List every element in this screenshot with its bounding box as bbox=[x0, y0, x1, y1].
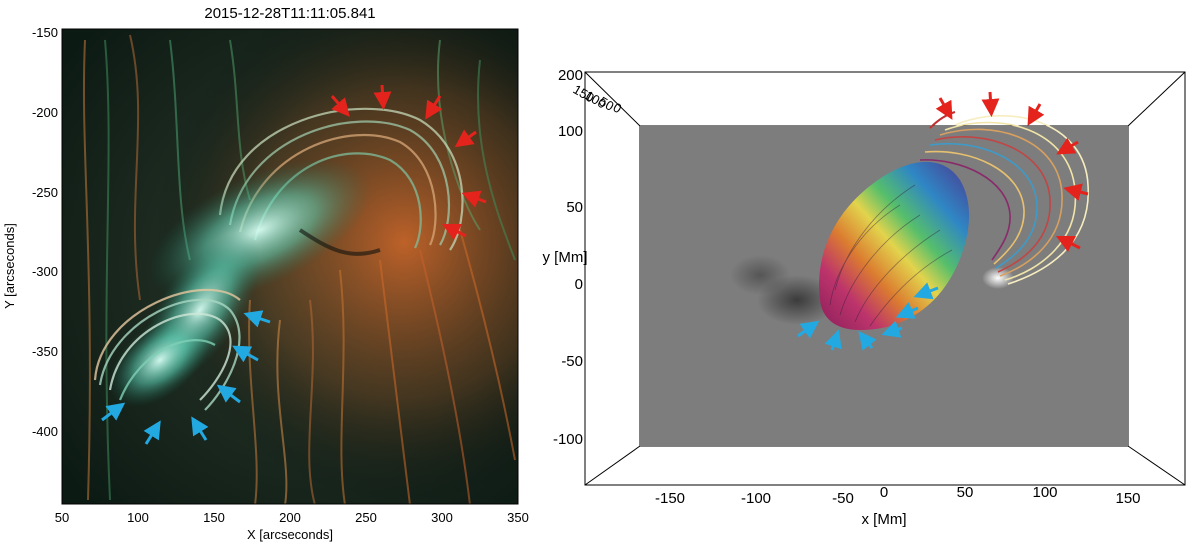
right-z-tick: 50 bbox=[597, 94, 617, 114]
right-y-tick: 50 bbox=[566, 199, 583, 216]
red-arrow bbox=[454, 129, 477, 148]
red-arrow bbox=[935, 97, 953, 120]
left-x-tick: 150 bbox=[203, 510, 225, 525]
red-arrow bbox=[1027, 103, 1045, 126]
right-z-ticks: 150 100 50 0 bbox=[571, 82, 625, 117]
left-y-tick: -350 bbox=[32, 344, 58, 359]
left-x-tick: 100 bbox=[127, 510, 149, 525]
blue-arrow bbox=[232, 345, 259, 363]
left-x-tick: 50 bbox=[55, 510, 69, 525]
right-red-arrows bbox=[935, 91, 1089, 253]
right-y-tick: 100 bbox=[558, 123, 583, 140]
red-arrow bbox=[425, 95, 443, 120]
right-x-tick: 150 bbox=[1115, 490, 1140, 507]
left-x-tick: 350 bbox=[507, 510, 529, 525]
left-x-ticks: 50 100 150 200 250 300 350 bbox=[55, 510, 529, 525]
blue-arrow bbox=[191, 416, 209, 441]
red-arrow bbox=[1055, 235, 1081, 253]
red-arrow bbox=[330, 95, 350, 117]
left-y-tick: -400 bbox=[32, 424, 58, 439]
blue-arrow bbox=[797, 320, 820, 339]
left-x-tick: 200 bbox=[279, 510, 301, 525]
left-y-tick: -200 bbox=[32, 105, 58, 120]
right-x-tick: 100 bbox=[1032, 484, 1057, 501]
blue-arrow bbox=[101, 402, 126, 422]
left-red-arrows bbox=[330, 84, 487, 241]
right-x-label: x [Mm] bbox=[862, 511, 907, 528]
blue-arrow bbox=[143, 420, 161, 445]
blue-arrow bbox=[913, 282, 939, 300]
red-arrow bbox=[373, 84, 392, 110]
red-arrow bbox=[1056, 137, 1079, 155]
right-blue-arrows bbox=[797, 282, 939, 351]
left-x-tick: 300 bbox=[431, 510, 453, 525]
blue-arrow bbox=[824, 329, 842, 351]
left-blue-arrows bbox=[101, 310, 271, 445]
red-arrow bbox=[461, 190, 487, 208]
right-x-tick: -100 bbox=[741, 490, 771, 507]
right-y-tick: 200 bbox=[558, 67, 583, 84]
right-y-tick: -100 bbox=[553, 431, 583, 448]
left-x-label: X [arcseconds] bbox=[247, 527, 333, 542]
left-title: 2015-12-28T11:11:05.841 bbox=[204, 5, 375, 22]
right-y-tick: 0 bbox=[575, 276, 583, 293]
right-x-ticks: -150 -100 -50 0 50 100 150 bbox=[655, 484, 1141, 507]
right-x-tick: 0 bbox=[880, 484, 888, 501]
right-x-tick: -50 bbox=[832, 490, 854, 507]
left-plot-frame bbox=[61, 28, 519, 505]
left-x-tick: 250 bbox=[355, 510, 377, 525]
blue-arrow bbox=[895, 302, 919, 319]
left-panel: 2015-12-28T11:11:05.841 bbox=[2, 5, 529, 542]
left-y-ticks: -150 -200 -250 -300 -350 -400 bbox=[32, 25, 58, 439]
left-y-tick: -150 bbox=[32, 25, 58, 40]
left-y-tick: -300 bbox=[32, 264, 58, 279]
right-x-tick: 50 bbox=[957, 484, 974, 501]
blue-arrow bbox=[216, 384, 241, 404]
right-panel: 200 100 50 0 -50 -100 y [Mm] 150 100 50 … bbox=[543, 67, 1186, 528]
left-y-label: Y [arcseconds] bbox=[2, 223, 17, 309]
euv-image bbox=[62, 29, 518, 504]
right-y-label: y [Mm] bbox=[543, 249, 588, 266]
right-x-tick: -150 bbox=[655, 490, 685, 507]
red-arrow bbox=[1063, 183, 1089, 201]
right-y-tick: -50 bbox=[561, 353, 583, 370]
left-y-tick: -250 bbox=[32, 185, 58, 200]
blue-arrow bbox=[243, 310, 271, 328]
blue-arrow bbox=[881, 320, 903, 338]
right-y-ticks: 200 100 50 0 -50 -100 bbox=[553, 67, 583, 448]
red-arrow bbox=[981, 91, 1000, 117]
blue-arrow bbox=[858, 330, 877, 351]
red-arrow bbox=[441, 223, 467, 241]
